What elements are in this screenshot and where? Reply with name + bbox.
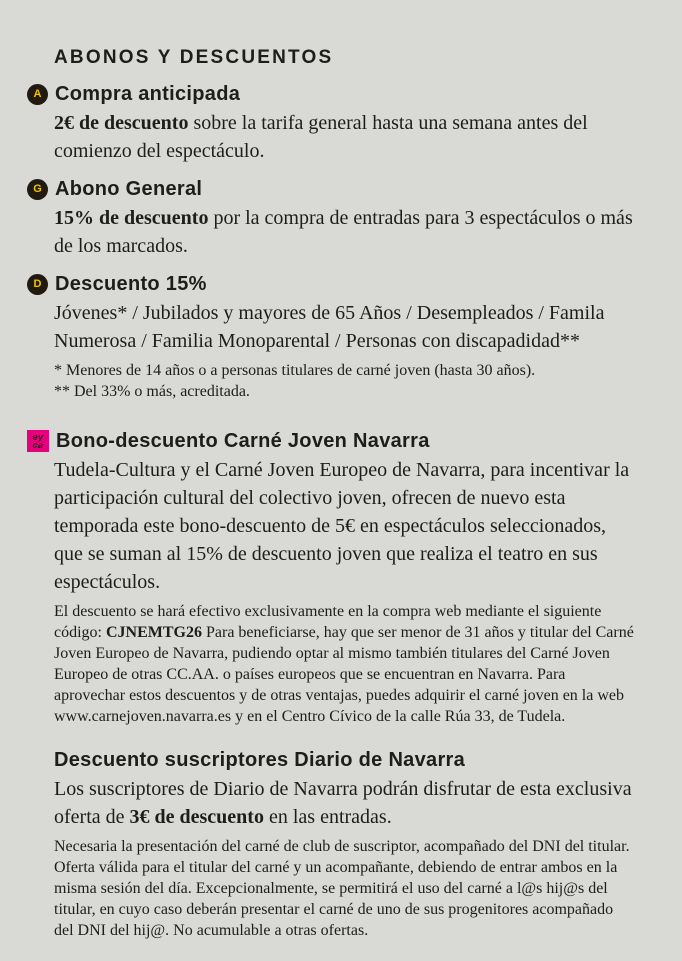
footnote-line: * Menores de 14 años o a personas titula… [54,362,536,379]
body-rest: sobre la tarifa general hasta una semana… [54,112,588,162]
badge-a-icon: A [27,83,48,105]
section-body: 2€ de descuento sobre la tarifa general … [54,109,634,165]
section-body: Tudela-Cultura y el Carné Joven Europeo … [54,459,630,593]
section-heading: Descuento 15% [55,273,207,295]
section-compra-anticipada: A Compra anticipada 2€ de descuento sobr… [27,82,634,165]
body-pre: Los suscriptores de Diario de Navarra po… [54,778,632,828]
section-heading: Descuento suscriptores Diario de Navarra [54,749,466,771]
section-heading: Abono General [55,178,203,200]
section-descuento-15: D Descuento 15% Jóvenes* / Jubilados y m… [27,272,634,402]
fine-print-post: Para beneficiarse, hay que ser menor de … [54,624,634,725]
section-heading: Compra anticipada [55,83,241,105]
eyca-logo-line: ca [32,440,44,450]
section-body: 15% de descuento por la compra de entrad… [54,204,634,260]
body-post: en las entradas. [263,806,392,828]
fine-print-pre: El descuento se hará efectivo exclusivam… [54,603,602,641]
discount-amount: 15% de descuento [54,207,209,229]
badge-d-icon: D [27,273,48,295]
page-title: ABONOS Y DESCUENTOS [54,47,334,68]
section-fine-print: Necesaria la presentación del carné de c… [54,838,630,939]
section-bono-carne-joven: ey ca Bono-descuento Carné Joven Navarra … [27,429,634,727]
footnote-line: ** Del 33% o más, acreditada. [54,383,250,400]
section-fine-print: El descuento se hará efectivo exclusivam… [54,601,634,727]
section-heading: Bono-descuento Carné Joven Navarra [56,430,430,452]
body-rest: por la compra de entradas para 3 espectá… [54,207,633,257]
section-heading-row: G Abono General [27,177,634,201]
section-body: Jóvenes* / Jubilados y mayores de 65 Año… [54,302,605,352]
promo-code: CJNEMTG26 [106,624,202,641]
section-heading-row: Descuento suscriptores Diario de Navarra [54,748,634,772]
section-heading-row: D Descuento 15% [27,272,634,296]
section-body: Los suscriptores de Diario de Navarra po… [54,775,634,831]
section-heading-row: ey ca Bono-descuento Carné Joven Navarra [27,429,634,453]
section-heading-row: A Compra anticipada [27,82,634,106]
discount-amount: 3€ de descuento [129,806,264,828]
eyca-carne-joven-logo-icon: ey ca [27,430,49,452]
discount-amount: 2€ de descuento [54,112,189,134]
section-abono-general: G Abono General 15% de descuento por la … [27,177,634,260]
eyca-logo-line: ey [32,432,44,442]
footnotes: * Menores de 14 años o a personas titula… [54,360,634,402]
section-diario-navarra: Descuento suscriptores Diario de Navarra… [54,748,634,941]
badge-g-icon: G [27,178,48,200]
